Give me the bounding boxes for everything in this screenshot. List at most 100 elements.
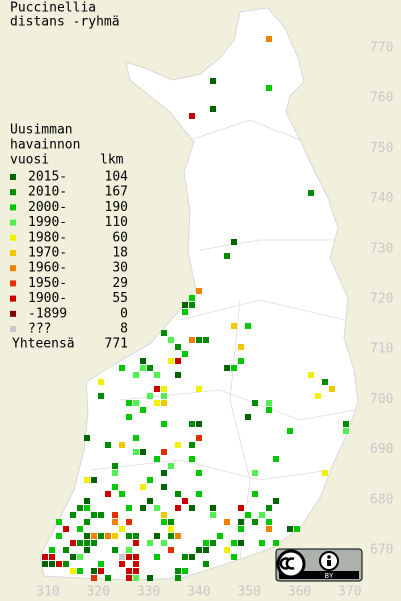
observation-square	[119, 491, 125, 497]
total-label: Yhteensä	[12, 337, 75, 352]
legend-label: 2010-	[28, 185, 67, 200]
observation-square	[252, 470, 258, 476]
observation-square	[252, 400, 258, 406]
border	[199, 239, 335, 251]
observation-square	[98, 561, 104, 567]
observation-square	[105, 442, 111, 448]
observation-square	[70, 540, 76, 546]
observation-square	[175, 442, 181, 448]
observation-square	[168, 519, 174, 525]
observation-square	[168, 533, 174, 539]
observation-square	[77, 540, 83, 546]
observation-square	[161, 512, 167, 518]
legend-count: 110	[105, 215, 128, 230]
observation-square	[70, 512, 76, 518]
easting-label: 330	[137, 585, 160, 600]
observation-square	[161, 484, 167, 490]
legend-heading: havainnon	[10, 138, 80, 153]
northing-label: 720	[370, 292, 393, 307]
observation-square	[112, 484, 118, 490]
observation-square	[217, 533, 223, 539]
observation-square	[119, 442, 125, 448]
observation-square	[196, 386, 202, 392]
legend-count: 167	[105, 185, 128, 200]
legend-count: 29	[112, 276, 128, 291]
observation-square	[119, 554, 125, 560]
observation-square	[203, 547, 209, 553]
northing-label: 710	[370, 342, 393, 357]
observation-square	[210, 78, 216, 84]
observation-square	[84, 477, 90, 483]
observation-square	[98, 393, 104, 399]
observation-square	[231, 323, 237, 329]
observation-square	[133, 568, 139, 574]
observation-square	[98, 533, 104, 539]
northing-label: 730	[370, 241, 393, 256]
observation-square	[231, 554, 237, 560]
observation-square	[154, 505, 160, 511]
observation-square	[91, 512, 97, 518]
legend-swatch	[10, 204, 16, 211]
legend-label: 2000-	[28, 200, 67, 215]
legend-label: 1960-	[28, 261, 67, 276]
legend-swatch	[10, 280, 16, 287]
observation-square	[238, 344, 244, 350]
observation-square	[231, 365, 237, 371]
observation-square	[168, 358, 174, 364]
observation-square	[119, 526, 125, 532]
observation-square	[224, 519, 230, 525]
observation-square	[63, 526, 69, 532]
observation-square	[161, 540, 167, 546]
northing-label: 670	[370, 543, 393, 558]
border	[119, 389, 356, 421]
easting-label: 320	[87, 585, 110, 600]
observation-square	[189, 113, 195, 119]
observation-square	[182, 498, 188, 504]
legend-count: 0	[120, 306, 128, 321]
observation-square	[287, 526, 293, 532]
northing-label: 700	[370, 392, 393, 407]
observation-square	[84, 498, 90, 504]
observation-square	[175, 344, 181, 350]
observation-square	[259, 512, 265, 518]
observation-square	[189, 442, 195, 448]
by-head	[327, 555, 331, 559]
observation-square	[189, 337, 195, 343]
observation-square	[231, 239, 237, 245]
observation-square	[133, 435, 139, 441]
legend-label: -1899	[28, 306, 67, 321]
observation-square	[203, 540, 209, 546]
observation-square	[112, 519, 118, 525]
observation-square	[168, 547, 174, 553]
northing-label: 740	[370, 191, 393, 206]
observation-square	[105, 491, 111, 497]
observation-square	[196, 547, 202, 553]
observation-square	[287, 428, 293, 434]
observation-square	[182, 309, 188, 315]
observation-square	[91, 533, 97, 539]
observation-square	[273, 540, 279, 546]
easting-label: 370	[338, 585, 361, 600]
observation-square	[112, 533, 118, 539]
observation-square	[91, 575, 97, 581]
observation-square	[154, 386, 160, 392]
border	[179, 299, 346, 321]
observation-square	[63, 561, 69, 567]
easting-label: 310	[36, 585, 59, 600]
observation-square	[147, 540, 153, 546]
observation-square	[189, 421, 195, 427]
legend: Puccinellia distans -ryhmä Uusimman hava…	[10, 1, 128, 352]
legend-count-heading: lkm	[100, 153, 124, 168]
badge-bar	[279, 571, 359, 579]
observation-square	[203, 337, 209, 343]
observation-square	[133, 554, 139, 560]
observation-square	[112, 463, 118, 469]
legend-swatch	[10, 310, 16, 317]
legend-label: 1970-	[28, 246, 67, 261]
observation-square	[77, 526, 83, 532]
observation-square	[308, 190, 314, 196]
observation-square	[42, 561, 48, 567]
observation-square	[238, 519, 244, 525]
